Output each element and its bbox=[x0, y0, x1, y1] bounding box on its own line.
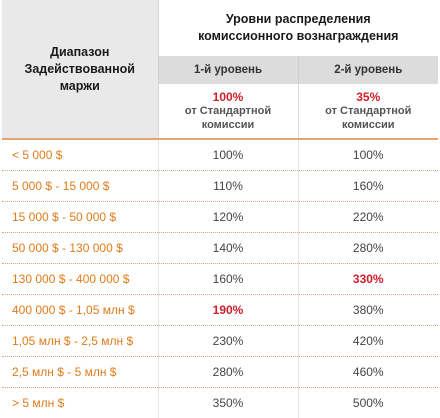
margin-range-cell: < 5 000 $ bbox=[2, 139, 158, 171]
table-row: 400 000 $ - 1,05 млн $ 190% 380% bbox=[2, 295, 438, 326]
margin-range-cell: 2,5 млн $ - 5 млн $ bbox=[2, 357, 158, 388]
table-row: > 5 млн $ 350% 500% bbox=[2, 388, 438, 418]
group-title-line1: Уровни распределения bbox=[226, 12, 371, 26]
level1-value-cell: 280% bbox=[158, 357, 298, 388]
level2-value-cell: 220% bbox=[298, 202, 438, 233]
range-header-line1: Диапазон bbox=[50, 45, 109, 59]
level2-value-cell: 420% bbox=[298, 326, 438, 357]
level2-value-cell: 280% bbox=[298, 233, 438, 264]
level2-value-cell: 330% bbox=[298, 264, 438, 295]
level2-pct-value: 35% bbox=[299, 90, 439, 104]
level2-pct-note-line2: комиссии bbox=[342, 119, 395, 131]
range-header-line3: маржи bbox=[60, 79, 100, 93]
group-title-line2: комиссионного вознаграждения bbox=[198, 29, 398, 43]
level1-header: 1-й уровень bbox=[158, 56, 298, 84]
level1-pct-note-line1: от Стандартной bbox=[185, 105, 271, 117]
level2-value-cell: 380% bbox=[298, 295, 438, 326]
table-row: 1,05 млн $ - 2,5 млн $ 230% 420% bbox=[2, 326, 438, 357]
range-header-line2: Задействованной bbox=[25, 62, 135, 76]
table-row: 50 000 $ - 130 000 $ 140% 280% bbox=[2, 233, 438, 264]
level1-value-cell: 160% bbox=[158, 264, 298, 295]
range-column-header: Диапазон Задействованной маржи bbox=[2, 0, 158, 139]
level1-value-cell: 110% bbox=[158, 171, 298, 202]
table-row: 2,5 млн $ - 5 млн $ 280% 460% bbox=[2, 357, 438, 388]
margin-range-cell: 15 000 $ - 50 000 $ bbox=[2, 202, 158, 233]
level1-value-cell: 190% bbox=[158, 295, 298, 326]
level2-value-cell: 100% bbox=[298, 139, 438, 171]
margin-range-cell: 1,05 млн $ - 2,5 млн $ bbox=[2, 326, 158, 357]
level1-value-cell: 230% bbox=[158, 326, 298, 357]
margin-range-cell: 130 000 $ - 400 000 $ bbox=[2, 264, 158, 295]
level2-standard-pct: 35% от Стандартной комиссии bbox=[298, 84, 438, 139]
level2-header: 2-й уровень bbox=[298, 56, 438, 84]
table-body: < 5 000 $ 100% 100% 5 000 $ - 15 000 $ 1… bbox=[2, 139, 438, 418]
level1-pct-note-line2: комиссии bbox=[202, 119, 255, 131]
margin-range-cell: 50 000 $ - 130 000 $ bbox=[2, 233, 158, 264]
level1-value-cell: 350% bbox=[158, 388, 298, 418]
table-row: < 5 000 $ 100% 100% bbox=[2, 139, 438, 171]
level1-pct-value: 100% bbox=[159, 90, 298, 104]
level1-value-cell: 100% bbox=[158, 139, 298, 171]
level2-value-cell: 460% bbox=[298, 357, 438, 388]
level2-value-cell: 500% bbox=[298, 388, 438, 418]
level2-value-cell: 160% bbox=[298, 171, 438, 202]
level1-value-cell: 140% bbox=[158, 233, 298, 264]
margin-range-cell: 5 000 $ - 15 000 $ bbox=[2, 171, 158, 202]
margin-range-cell: 400 000 $ - 1,05 млн $ bbox=[2, 295, 158, 326]
table-row: 5 000 $ - 15 000 $ 110% 160% bbox=[2, 171, 438, 202]
table-row: 130 000 $ - 400 000 $ 160% 330% bbox=[2, 264, 438, 295]
level1-standard-pct: 100% от Стандартной комиссии bbox=[158, 84, 298, 139]
table-row: 15 000 $ - 50 000 $ 120% 220% bbox=[2, 202, 438, 233]
level2-pct-note-line1: от Стандартной bbox=[325, 105, 411, 117]
level1-value-cell: 120% bbox=[158, 202, 298, 233]
margin-range-cell: > 5 млн $ bbox=[2, 388, 158, 418]
levels-group-header: Уровни распределения комиссионного возна… bbox=[158, 0, 438, 56]
